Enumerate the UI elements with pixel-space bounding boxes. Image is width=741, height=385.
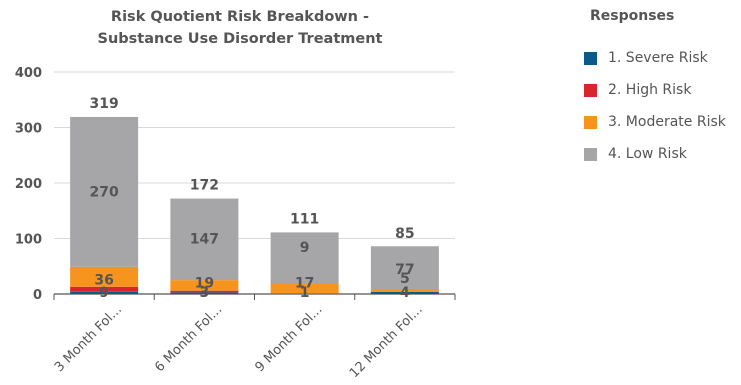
chart-title-line-1: Risk Quotient Risk Breakdown - [110, 9, 370, 25]
y-tick-label-200: 200 [15, 177, 42, 192]
bar-6-month-fol-2-high-risk [170, 290, 239, 293]
data-label-3-1: 5 [400, 271, 410, 287]
legend-swatch-moderate-risk [584, 115, 597, 129]
y-tick-label-100: 100 [15, 233, 42, 248]
bar-6-month-fol-4-low-risk [170, 198, 239, 281]
data-label-0-1: 36 [94, 273, 113, 289]
x-tick-label-1: 6 Month Fol... [152, 302, 225, 375]
bar-total-label-2: 111 [290, 211, 319, 227]
bar-9-month-fol-4-low-risk [270, 232, 339, 285]
bar-3-month-fol-4-low-risk [70, 116, 139, 267]
legend: Responses 1. Severe Risk 2. High Risk 3.… [584, 8, 726, 170]
legend-swatch-low-risk [584, 147, 597, 161]
x-tick-label-0: 3 Month Fol... [52, 302, 125, 375]
legend-label-high-risk: 2. High Risk [608, 82, 692, 98]
legend-item-low-risk: 4. Low Risk [584, 138, 726, 170]
bar-12-month-fol-1-severe-risk [370, 291, 439, 294]
x-tick-label-2: 9 Month Fol... [252, 302, 325, 375]
legend-swatch-severe-risk [584, 51, 597, 65]
legend-item-severe-risk: 1. Severe Risk [584, 42, 726, 74]
bar-9-month-fol-2-high-risk [270, 293, 339, 294]
bar-9-month-fol-3-moderate-risk [270, 284, 339, 294]
y-tick-label-300: 300 [15, 122, 42, 137]
bar-total-label-1: 172 [190, 178, 219, 194]
y-tick-label-0: 0 [33, 288, 42, 303]
legend-label-severe-risk: 1. Severe Risk [608, 50, 708, 66]
bar-6-month-fol-1-severe-risk [170, 292, 239, 294]
data-label-1-0: 3 [200, 285, 210, 301]
legend-label-low-risk: 4. Low Risk [608, 146, 687, 162]
bar-12-month-fol-4-low-risk [370, 246, 439, 290]
bar-3-month-fol-3-moderate-risk [70, 266, 139, 287]
legend-label-moderate-risk: 3. Moderate Risk [608, 114, 726, 130]
bar-6-month-fol-3-moderate-risk [170, 280, 239, 291]
data-label-2-1: 17 [295, 275, 314, 291]
data-label-2-0: 1 [300, 285, 310, 301]
data-label-3-0: 4 [400, 285, 410, 301]
y-tick-label-400: 400 [15, 66, 42, 81]
data-label-3-2: 77 [395, 262, 414, 278]
legend-title: Responses [590, 8, 675, 24]
chart-title-line-2: Substance Use Disorder Treatment [97, 31, 383, 47]
bar-12-month-fol-3-moderate-risk [370, 289, 439, 292]
bar-3-month-fol-2-high-risk [70, 286, 139, 292]
bar-total-label-3: 85 [395, 226, 414, 242]
data-label-2-2: 9 [300, 240, 310, 256]
data-label-0-0: 9 [99, 285, 109, 301]
legend-item-high-risk: 2. High Risk [584, 74, 726, 106]
data-label-0-2: 270 [90, 184, 119, 200]
bar-total-label-0: 319 [90, 96, 119, 112]
legend-item-moderate-risk: 3. Moderate Risk [584, 106, 726, 138]
legend-swatch-high-risk [584, 83, 597, 97]
data-label-1-1: 19 [195, 275, 214, 291]
x-tick-label-3: 12 Month Fol... [347, 302, 426, 381]
data-label-1-2: 147 [190, 232, 219, 248]
bar-3-month-fol-1-severe-risk [70, 291, 139, 294]
